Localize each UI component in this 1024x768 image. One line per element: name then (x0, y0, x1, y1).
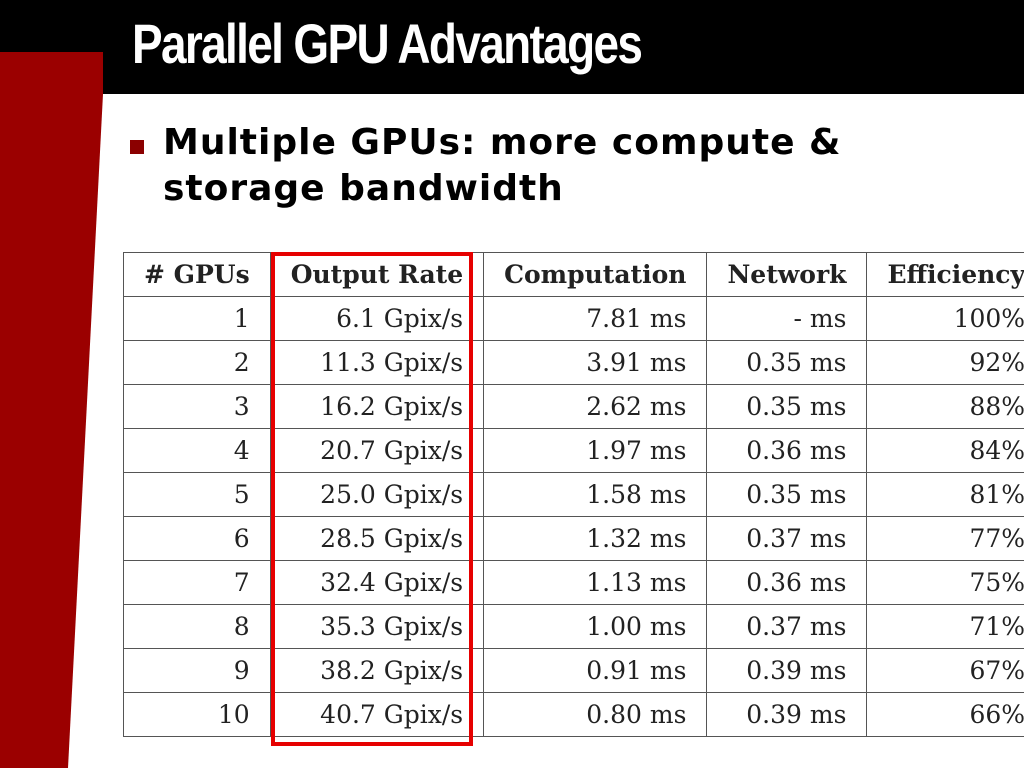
output-rate-cell: 20.7 Gpix/s (269, 428, 485, 473)
computation-cell: 1.00 ms (483, 604, 708, 649)
slide-title: Parallel GPU Advantages (132, 12, 643, 75)
header-gpus: # GPUs (123, 252, 271, 297)
computation-cell: 1.97 ms (483, 428, 708, 473)
efficiency-cell: 92% (866, 340, 1024, 385)
table-row: 10 40.7 Gpix/s 0.80 ms 0.39 ms 66% (123, 692, 1024, 737)
title-bar (0, 0, 1024, 94)
table-row: 4 20.7 Gpix/s 1.97 ms 0.36 ms 84% (123, 428, 1024, 473)
bullet-square-icon (130, 140, 144, 154)
output-rate-cell: 38.2 Gpix/s (269, 648, 485, 693)
gpus-cell: 7 (123, 560, 271, 605)
output-rate-cell: 25.0 Gpix/s (269, 472, 485, 517)
gpus-cell: 3 (123, 384, 271, 429)
header-efficiency: Efficiency (866, 252, 1024, 297)
computation-cell: 0.91 ms (483, 648, 708, 693)
output-rate-cell: 28.5 Gpix/s (269, 516, 485, 561)
computation-cell: 7.81 ms (483, 296, 708, 341)
efficiency-cell: 84% (866, 428, 1024, 473)
table-row: 6 28.5 Gpix/s 1.32 ms 0.37 ms 77% (123, 516, 1024, 561)
network-cell: 0.36 ms (706, 560, 868, 605)
network-cell: 0.35 ms (706, 472, 868, 517)
network-cell: - ms (706, 296, 868, 341)
computation-cell: 2.62 ms (483, 384, 708, 429)
gpus-cell: 8 (123, 604, 271, 649)
network-cell: 0.35 ms (706, 340, 868, 385)
efficiency-cell: 100% (866, 296, 1024, 341)
efficiency-cell: 67% (866, 648, 1024, 693)
table-row: 3 16.2 Gpix/s 2.62 ms 0.35 ms 88% (123, 384, 1024, 429)
efficiency-cell: 66% (866, 692, 1024, 737)
efficiency-cell: 75% (866, 560, 1024, 605)
bullet-text: Multiple GPUs: more compute & storage ba… (163, 122, 842, 209)
network-cell: 0.37 ms (706, 604, 868, 649)
gpus-cell: 6 (123, 516, 271, 561)
table-header-row: # GPUs Output Rate Computation Network E… (123, 252, 1024, 297)
gpus-cell: 1 (123, 296, 271, 341)
network-cell: 0.35 ms (706, 384, 868, 429)
network-cell: 0.39 ms (706, 692, 868, 737)
table-row: 7 32.4 Gpix/s 1.13 ms 0.36 ms 75% (123, 560, 1024, 605)
table-row: 1 6.1 Gpix/s 7.81 ms - ms 100% (123, 296, 1024, 341)
computation-cell: 0.80 ms (483, 692, 708, 737)
gpus-cell: 10 (123, 692, 271, 737)
computation-cell: 3.91 ms (483, 340, 708, 385)
table-row: 2 11.3 Gpix/s 3.91 ms 0.35 ms 92% (123, 340, 1024, 385)
gpus-cell: 4 (123, 428, 271, 473)
header-network: Network (706, 252, 868, 297)
output-rate-cell: 11.3 Gpix/s (269, 340, 485, 385)
computation-cell: 1.32 ms (483, 516, 708, 561)
gpu-scaling-table: # GPUs Output Rate Computation Network E… (123, 252, 1024, 737)
output-rate-cell: 6.1 Gpix/s (269, 296, 485, 341)
computation-cell: 1.58 ms (483, 472, 708, 517)
output-rate-cell: 35.3 Gpix/s (269, 604, 485, 649)
table-row: 8 35.3 Gpix/s 1.00 ms 0.37 ms 71% (123, 604, 1024, 649)
output-rate-cell: 40.7 Gpix/s (269, 692, 485, 737)
efficiency-cell: 81% (866, 472, 1024, 517)
efficiency-cell: 88% (866, 384, 1024, 429)
gpus-cell: 5 (123, 472, 271, 517)
header-output-rate: Output Rate (269, 252, 485, 297)
network-cell: 0.36 ms (706, 428, 868, 473)
header-computation: Computation (483, 252, 708, 297)
network-cell: 0.39 ms (706, 648, 868, 693)
output-rate-cell: 16.2 Gpix/s (269, 384, 485, 429)
network-cell: 0.37 ms (706, 516, 868, 561)
table-row: 5 25.0 Gpix/s 1.58 ms 0.35 ms 81% (123, 472, 1024, 517)
table-row: 9 38.2 Gpix/s 0.91 ms 0.39 ms 67% (123, 648, 1024, 693)
efficiency-cell: 71% (866, 604, 1024, 649)
gpus-cell: 2 (123, 340, 271, 385)
computation-cell: 1.13 ms (483, 560, 708, 605)
efficiency-cell: 77% (866, 516, 1024, 561)
gpus-cell: 9 (123, 648, 271, 693)
output-rate-cell: 32.4 Gpix/s (269, 560, 485, 605)
